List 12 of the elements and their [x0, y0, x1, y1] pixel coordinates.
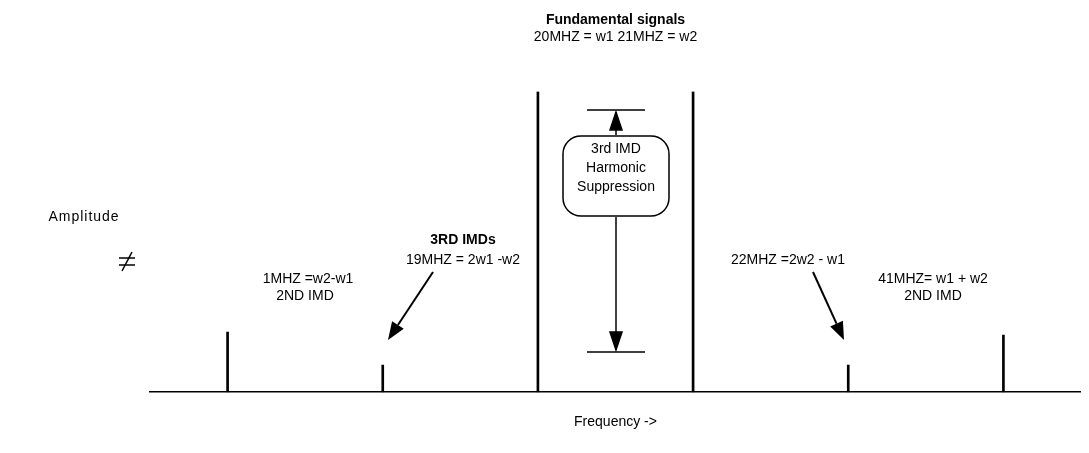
annotation: 1MHZ =w2-w1 [262, 269, 354, 286]
annotation: 2ND IMD [276, 286, 334, 303]
annotation: 19MHZ = 2w1 -w2 [406, 250, 521, 267]
annotation: 2ND IMD [904, 286, 962, 303]
chart-title: Fundamental signals [545, 11, 686, 28]
x-axis-title: Frequency -> [574, 413, 657, 430]
annotation: 22MHZ =2w2 - w1 [731, 250, 846, 267]
annotation: 3rd IMD Harmonic Suppression [577, 139, 655, 194]
annotation: 41MHZ= w1 + w2 [878, 269, 989, 286]
chart-subtitle: 20MHZ = w1 21MHZ = w2 [533, 28, 698, 45]
text: Amplitude [48, 207, 120, 224]
annotation: 3RD IMDs [430, 230, 496, 247]
